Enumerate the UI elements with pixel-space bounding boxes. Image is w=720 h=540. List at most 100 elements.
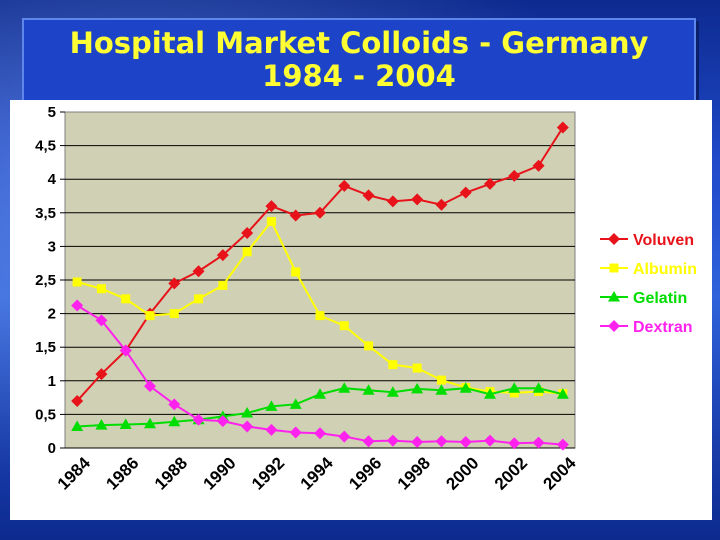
legend-marker-gelatin: [608, 291, 620, 302]
data-point-albumin: [96, 284, 106, 294]
data-point-voluven: [289, 209, 302, 222]
data-point-gelatin: [241, 407, 254, 418]
y-tick-label: 2,5: [35, 272, 56, 289]
data-point-voluven: [71, 394, 84, 407]
data-point-albumin: [145, 311, 155, 321]
data-point-gelatin: [144, 417, 156, 429]
data-point-albumin: [242, 247, 252, 257]
data-point-albumin: [169, 309, 179, 319]
legend-label-dextran: Dextran: [633, 319, 693, 336]
data-point-voluven: [459, 186, 472, 199]
y-tick-label: 3,5: [35, 205, 56, 222]
data-point-voluven: [386, 195, 399, 208]
data-point-voluven: [532, 159, 545, 172]
data-point-voluven: [362, 189, 375, 202]
legend-label-gelatin: Gelatin: [633, 290, 687, 307]
x-tick-label: 1992: [248, 453, 288, 493]
data-point-gelatin: [459, 382, 472, 393]
y-tick-label: 0: [48, 440, 56, 457]
data-point-voluven: [556, 121, 569, 134]
data-point-voluven: [314, 206, 326, 219]
data-point-gelatin: [508, 382, 521, 393]
data-point-gelatin: [484, 388, 496, 399]
data-point-albumin: [194, 294, 204, 304]
data-point-albumin: [388, 360, 398, 370]
y-tick-label: 1: [48, 373, 56, 390]
data-point-gelatin: [314, 388, 326, 399]
data-point-dextran: [71, 299, 84, 312]
data-point-gelatin: [435, 384, 448, 395]
data-point-gelatin: [386, 386, 399, 397]
legend-label-albumin: Albumin: [633, 261, 697, 278]
legend-label-voluven: Voluven: [633, 232, 694, 249]
data-point-dextran: [216, 415, 229, 428]
data-point-dextran: [289, 426, 302, 439]
x-tick-label: 2004: [540, 453, 581, 494]
slide-title-box: Hospital Market Colloids - Germany 1984 …: [22, 18, 696, 102]
data-point-dextran: [459, 435, 472, 448]
x-tick-label: 1998: [394, 453, 434, 493]
data-point-dextran: [265, 423, 278, 436]
x-tick-label: 2002: [491, 453, 531, 493]
data-point-dextran: [338, 430, 351, 443]
data-point-gelatin: [71, 420, 84, 431]
x-tick-label: 1996: [345, 453, 385, 493]
data-point-voluven: [265, 200, 278, 213]
data-point-voluven: [241, 226, 254, 239]
data-point-dextran: [484, 434, 496, 447]
data-point-albumin: [266, 217, 276, 227]
chart-panel: 0 0,5 1 1,5 2 2,5 3 3,5 4 4,5 5 1984 1986 1988 1990 199…: [10, 100, 712, 520]
legend-marker-albumin: [609, 263, 619, 273]
x-tick-label: 1990: [200, 453, 240, 493]
y-tick-label: 0,5: [35, 406, 56, 423]
data-point-albumin: [121, 294, 131, 304]
data-point-dextran: [144, 380, 156, 393]
data-point-dextran: [314, 427, 326, 440]
y-tick-label: 4,5: [35, 138, 56, 155]
data-point-dextran: [508, 437, 521, 450]
x-tick-label: 1986: [102, 453, 142, 493]
data-point-gelatin: [168, 415, 181, 427]
legend-marker-voluven: [608, 233, 620, 245]
data-point-albumin: [339, 321, 349, 331]
y-tick-label: 5: [48, 104, 56, 121]
data-point-dextran: [241, 420, 254, 433]
data-point-dextran: [556, 438, 569, 451]
data-point-voluven: [484, 177, 496, 190]
data-point-albumin: [509, 388, 519, 398]
x-tick-label: 1984: [54, 453, 95, 494]
data-point-gelatin: [338, 382, 351, 393]
y-tick-label: 3: [48, 238, 56, 255]
data-point-voluven: [168, 277, 181, 290]
data-point-dextran: [119, 344, 132, 357]
data-point-albumin: [218, 280, 228, 290]
data-point-dextran: [95, 314, 108, 327]
data-point-dextran: [532, 436, 545, 449]
data-point-dextran: [362, 435, 375, 448]
data-point-gelatin: [411, 382, 424, 394]
data-point-albumin: [315, 311, 325, 321]
data-point-gelatin: [362, 384, 375, 395]
data-point-voluven: [338, 179, 351, 192]
data-point-albumin: [436, 375, 446, 385]
slide-title: Hospital Market Colloids - Germany: [69, 26, 649, 60]
data-point-voluven: [411, 193, 424, 206]
y-tick-label: 2: [48, 306, 56, 323]
data-point-voluven: [192, 265, 205, 278]
data-point-dextran: [435, 435, 448, 448]
y-tick-label: 1,5: [35, 339, 56, 356]
slide-subtitle: 1984 - 2004: [262, 59, 456, 93]
data-point-gelatin: [95, 419, 108, 430]
y-tick-label: 4: [48, 171, 57, 188]
data-point-gelatin: [289, 398, 302, 409]
data-point-dextran: [386, 434, 399, 447]
x-tick-label: 1988: [151, 453, 191, 493]
legend-marker-dextran: [608, 320, 620, 332]
data-point-gelatin: [265, 400, 278, 411]
data-point-voluven: [435, 198, 448, 211]
data-point-albumin: [291, 267, 301, 277]
data-point-gelatin: [532, 382, 545, 393]
data-point-albumin: [72, 277, 82, 287]
data-point-gelatin: [556, 388, 569, 399]
